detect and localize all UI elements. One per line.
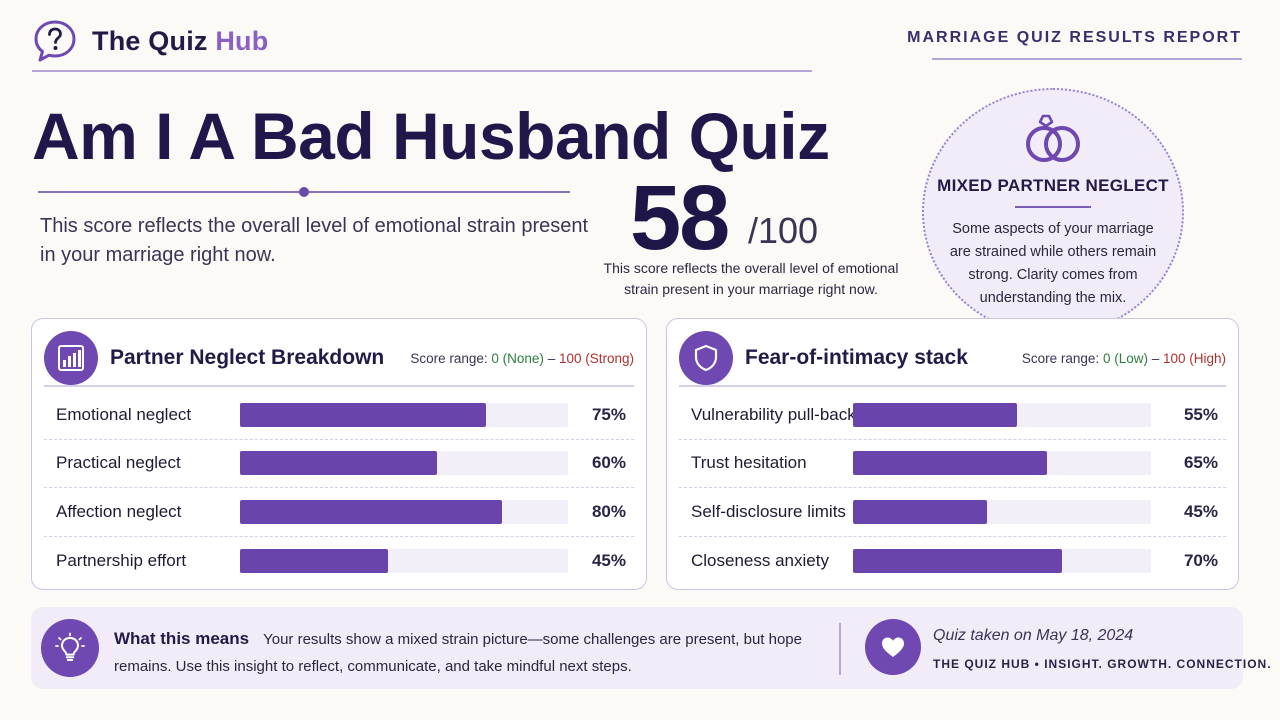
- speech-bubble-question-icon: [34, 20, 76, 62]
- panel-header-divider: [44, 385, 634, 387]
- bar-fill: [240, 548, 388, 573]
- panel-header: Fear-of-intimacy stack Score range: 0 (L…: [679, 329, 1226, 387]
- score-caption: This score reflects the overall level of…: [603, 260, 899, 297]
- list-item: Partnership effort 45%: [44, 537, 634, 586]
- row-label: Closeness anxiety: [691, 550, 829, 570]
- page-title: Am I A Bad Husband Quiz: [32, 99, 830, 173]
- meaning-text: What this means Your results show a mixed…: [114, 625, 834, 680]
- result-title: MIXED PARTNER NEGLECT: [937, 176, 1169, 195]
- list-item: Closeness anxiety 70%: [679, 537, 1226, 586]
- row-label: Practical neglect: [56, 453, 181, 473]
- report-label: MARRIAGE QUIZ RESULTS REPORT: [907, 29, 1242, 46]
- bar-fill: [240, 402, 486, 427]
- row-percent: 65%: [1183, 453, 1218, 473]
- intro-text: This score reflects the overall level of…: [40, 215, 589, 266]
- row-percent: 55%: [1183, 404, 1218, 424]
- wedding-rings-icon: [1026, 114, 1080, 162]
- score-value: 58: [630, 167, 730, 269]
- heart-icon: [882, 637, 904, 657]
- bar-chart-icon: [58, 345, 84, 371]
- brand-name: The Quiz Hub: [92, 25, 269, 56]
- shield-badge: [679, 331, 733, 385]
- meaning-body: Your results show a mixed strain picture…: [114, 631, 802, 675]
- lightbulb-icon: [55, 632, 85, 661]
- footer-tagline: THE QUIZ HUB • INSIGHT. GROWTH. CONNECTI…: [933, 657, 1272, 671]
- bar-track: [240, 402, 568, 427]
- list-item: Affection neglect 80%: [44, 488, 634, 537]
- fear-of-intimacy-panel: Fear-of-intimacy stack Score range: 0 (L…: [666, 318, 1239, 590]
- neglect-rows: Emotional neglect 75% Practical neglect …: [44, 391, 634, 585]
- panel-header-divider: [679, 385, 1226, 387]
- list-item: Trust hesitation 65%: [679, 440, 1226, 488]
- bar-track: [240, 451, 568, 476]
- bar-fill: [853, 451, 1047, 476]
- result-card: MIXED PARTNER NEGLECT Some aspects of yo…: [922, 88, 1184, 336]
- row-label: Partnership effort: [56, 550, 187, 570]
- score-range-note: Score range: 0 (None) – 100 (Strong): [410, 350, 634, 366]
- bar-fill: [853, 402, 1017, 427]
- panel-header: Partner Neglect Breakdown Score range: 0…: [44, 329, 634, 387]
- bar-track: [853, 451, 1151, 476]
- bar-track: [240, 499, 568, 524]
- row-percent: 75%: [591, 404, 626, 424]
- band-divider: [839, 623, 841, 675]
- meaning-band: What this means Your results show a mixed…: [31, 607, 1271, 689]
- list-item: Vulnerability pull-back 55%: [679, 391, 1226, 440]
- shield-icon: [694, 344, 718, 372]
- row-label: Trust hesitation: [691, 453, 807, 473]
- heart-badge: [865, 619, 921, 675]
- report-label-divider: [932, 58, 1242, 60]
- row-percent: 45%: [1183, 501, 1218, 521]
- row-label: Affection neglect: [56, 501, 182, 521]
- bar-track: [853, 499, 1151, 524]
- bar-fill: [240, 451, 437, 476]
- row-percent: 80%: [591, 501, 626, 521]
- list-item: Emotional neglect 75%: [44, 391, 634, 440]
- partner-neglect-panel: Partner Neglect Breakdown Score range: 0…: [31, 318, 647, 590]
- lightbulb-badge: [41, 619, 99, 677]
- row-label: Emotional neglect: [56, 404, 192, 424]
- title-divider-dot: [299, 187, 309, 197]
- result-description: Some aspects of your marriage are strain…: [949, 221, 1157, 306]
- bar-track: [853, 402, 1151, 427]
- header-divider: [32, 70, 812, 72]
- bar-track: [853, 548, 1151, 573]
- bar-track: [240, 548, 568, 573]
- row-label: Vulnerability pull-back: [691, 404, 856, 424]
- score-range-note: Score range: 0 (Low) – 100 (High): [1021, 350, 1226, 366]
- result-divider: [1015, 206, 1091, 208]
- bar-fill: [853, 499, 988, 524]
- row-label: Self-disclosure limits: [691, 501, 846, 521]
- list-item: Self-disclosure limits 45%: [679, 488, 1226, 537]
- intimacy-rows: Vulnerability pull-back 55% Trust hesita…: [679, 391, 1226, 585]
- row-percent: 70%: [1183, 550, 1218, 570]
- panel-title: Partner Neglect Breakdown: [110, 346, 385, 369]
- quiz-date: Quiz taken on May 18, 2024: [933, 627, 1134, 644]
- row-percent: 45%: [591, 550, 626, 570]
- bar-fill: [240, 499, 503, 524]
- bar-chart-badge: [44, 331, 98, 385]
- brand-logo[interactable]: The Quiz Hub: [32, 18, 268, 64]
- row-percent: 60%: [591, 453, 626, 473]
- panel-title: Fear-of-intimacy stack: [745, 346, 968, 369]
- score-max: /100: [748, 210, 819, 251]
- meaning-title: What this means: [114, 629, 250, 648]
- bar-fill: [853, 548, 1062, 573]
- list-item: Practical neglect 60%: [44, 440, 634, 488]
